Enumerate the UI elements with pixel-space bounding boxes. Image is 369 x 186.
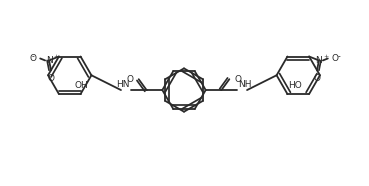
Text: +: +	[53, 54, 58, 60]
Text: -: -	[338, 52, 341, 61]
Text: HO: HO	[289, 81, 302, 90]
Text: N: N	[46, 56, 52, 65]
Text: HN: HN	[116, 80, 130, 89]
Text: O: O	[314, 74, 321, 83]
Text: O: O	[48, 74, 55, 83]
Text: O: O	[332, 54, 339, 63]
Text: N: N	[315, 56, 323, 65]
Text: OH: OH	[75, 81, 89, 90]
Text: -: -	[31, 52, 34, 61]
Text: NH: NH	[238, 80, 252, 89]
Text: +: +	[323, 54, 328, 60]
Text: O: O	[234, 75, 241, 84]
Text: O: O	[127, 75, 134, 84]
Text: O: O	[29, 54, 36, 63]
